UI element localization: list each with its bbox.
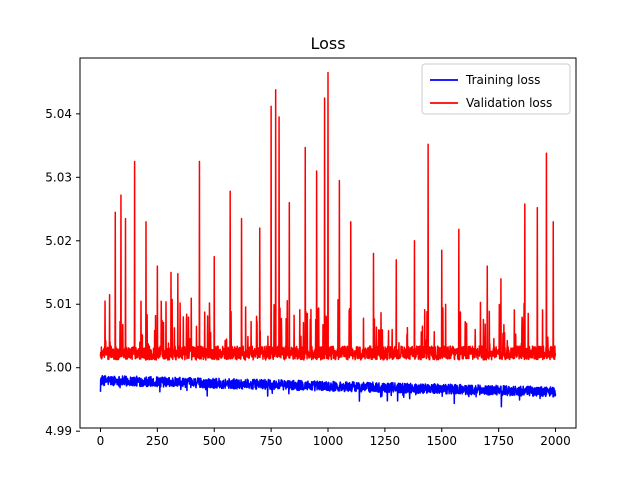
x-tick-label-1: 250 [146, 434, 169, 448]
y-tick-label-4: 5.03 [45, 170, 72, 184]
chart-title: Loss [310, 34, 345, 53]
x-tick-label-3: 750 [260, 434, 283, 448]
x-tick-label-8: 2000 [540, 434, 571, 448]
x-tick-label-7: 1750 [483, 434, 514, 448]
x-tick-label-6: 1500 [426, 434, 457, 448]
legend-box [421, 63, 571, 115]
x-tick-label-5: 1250 [370, 434, 401, 448]
x-tick-label-4: 1000 [313, 434, 344, 448]
plot-area: 0 250 500 750 1000 1250 1500 1750 2000 4.99 5.00 5… [45, 57, 577, 448]
y-tick-label-3: 5.02 [45, 234, 72, 248]
x-axis-ticks: 0 250 500 750 1000 1250 1500 1750 2000 [97, 428, 571, 448]
legend-label-2: Validation loss [466, 96, 552, 110]
legend: Training loss Validation loss [421, 63, 571, 115]
series-line-1 [99, 375, 557, 408]
x-tick-label-2: 500 [203, 434, 226, 448]
series-line-2 [99, 71, 557, 361]
legend-label-1: Training loss [465, 73, 540, 87]
y-axis-ticks: 4.99 5.00 5.01 5.02 5.03 5.04 [45, 107, 80, 438]
series-layer [99, 71, 557, 408]
y-tick-label-5: 5.04 [45, 107, 72, 121]
y-tick-label-0: 4.99 [45, 424, 72, 438]
y-tick-label-2: 5.01 [45, 297, 72, 311]
y-tick-label-1: 5.00 [45, 361, 72, 375]
x-tick-label-0: 0 [97, 434, 105, 448]
